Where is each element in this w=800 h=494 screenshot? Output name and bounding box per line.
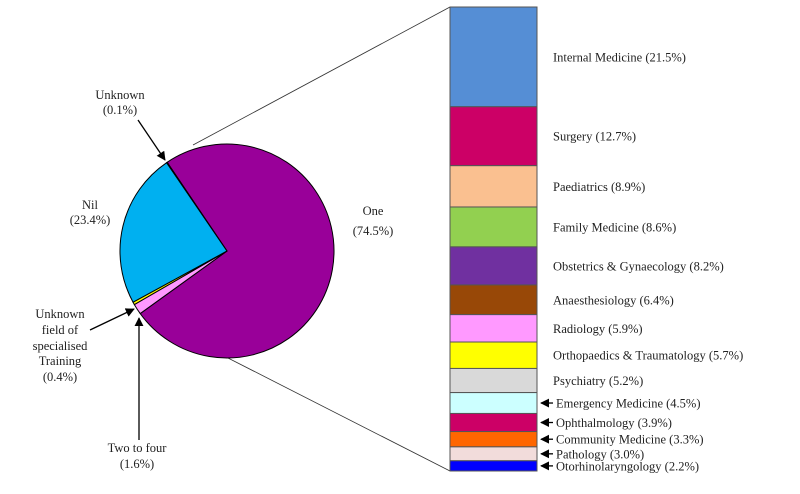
pie-slice-one [139,143,335,359]
pie-label-unknown-field: field of [42,323,79,337]
bar-segment-community-medicine [449,431,538,448]
pie-value-two-to-four: (1.6%) [120,457,154,471]
bar-segment-orthopaedics-traumatology [449,341,538,369]
bar-segment-label: Pathology (3.0%) [556,447,644,461]
pie-value-nil: (23.4%) [70,213,111,227]
bar-segment-label: Emergency Medicine (4.5%) [556,397,701,411]
bar-segment-otorhinolaryngology [449,460,538,472]
bar-segment-pathology [449,446,538,462]
bar-segment-psychiatry [449,367,538,394]
bar-segment-paediatrics [449,165,538,208]
bar-segment-radiology [449,314,538,343]
bar-segment-label: Community Medicine (3.3%) [556,433,704,447]
pie-value-unknown: (0.1%) [103,103,137,117]
arrow-unknown-field [89,308,135,331]
connector-line-top [192,6,451,146]
bar-segment-surgery [449,106,538,167]
connector-line-bottom [227,357,451,472]
pie-slice-unknown [165,161,228,252]
pie-label-one: One [363,204,384,218]
bar-segment-anaesthesiology [449,284,538,316]
pie-value-one: (74.5%) [353,224,394,238]
pie-slice-nil [119,161,228,303]
pie-label-two-to-four: Two to four [108,441,168,455]
bar-segment-family-medicine [449,206,538,248]
bar-segment-label: Psychiatry (5.2%) [553,374,643,388]
bar-segment-label: Paediatrics (8.9%) [553,180,645,194]
bar-segment-label: Obstetrics & Gynaecology (8.2%) [553,259,724,273]
bar-segment-ophthalmology [449,412,538,433]
bar-segment-label: Orthopaedics & Traumatology (5.7%) [553,349,743,363]
bar-segment-emergency-medicine [449,392,538,414]
pie-label-unknown-field: Unknown [35,307,85,321]
pie-label-unknown: Unknown [95,88,145,102]
bar-segment-label: Internal Medicine (21.5%) [553,50,686,64]
pie-label-nil: Nil [82,198,99,212]
bar-segment-label: Surgery (12.7%) [553,130,636,144]
pie-labels: Unknown (0.1%) Nil (23.4%) One (74.5%) U… [33,88,394,471]
pie-label-unknown-field: specialised [33,339,89,353]
bar-segment-obstetrics-gynaecology [449,246,538,286]
pie [119,143,335,359]
bar-segment-label: Otorhinolaryngology (2.2%) [556,459,699,473]
bar-segment-internal-medicine [449,6,538,108]
pie-value-unknown-field: (0.4%) [43,370,77,384]
stacked-bar: Internal Medicine (21.5%) Surgery (12.7%)… [449,6,743,473]
pie-label-unknown-field: Training [39,354,82,368]
bar-segment-label: Family Medicine (8.6%) [553,220,676,234]
bar-segment-label: Anaesthesiology (6.4%) [553,293,674,307]
bar-segment-label: Radiology (5.9%) [553,322,643,336]
bar-segment-label: Ophthalmology (3.9%) [556,416,672,430]
arrow-unknown [137,119,166,161]
